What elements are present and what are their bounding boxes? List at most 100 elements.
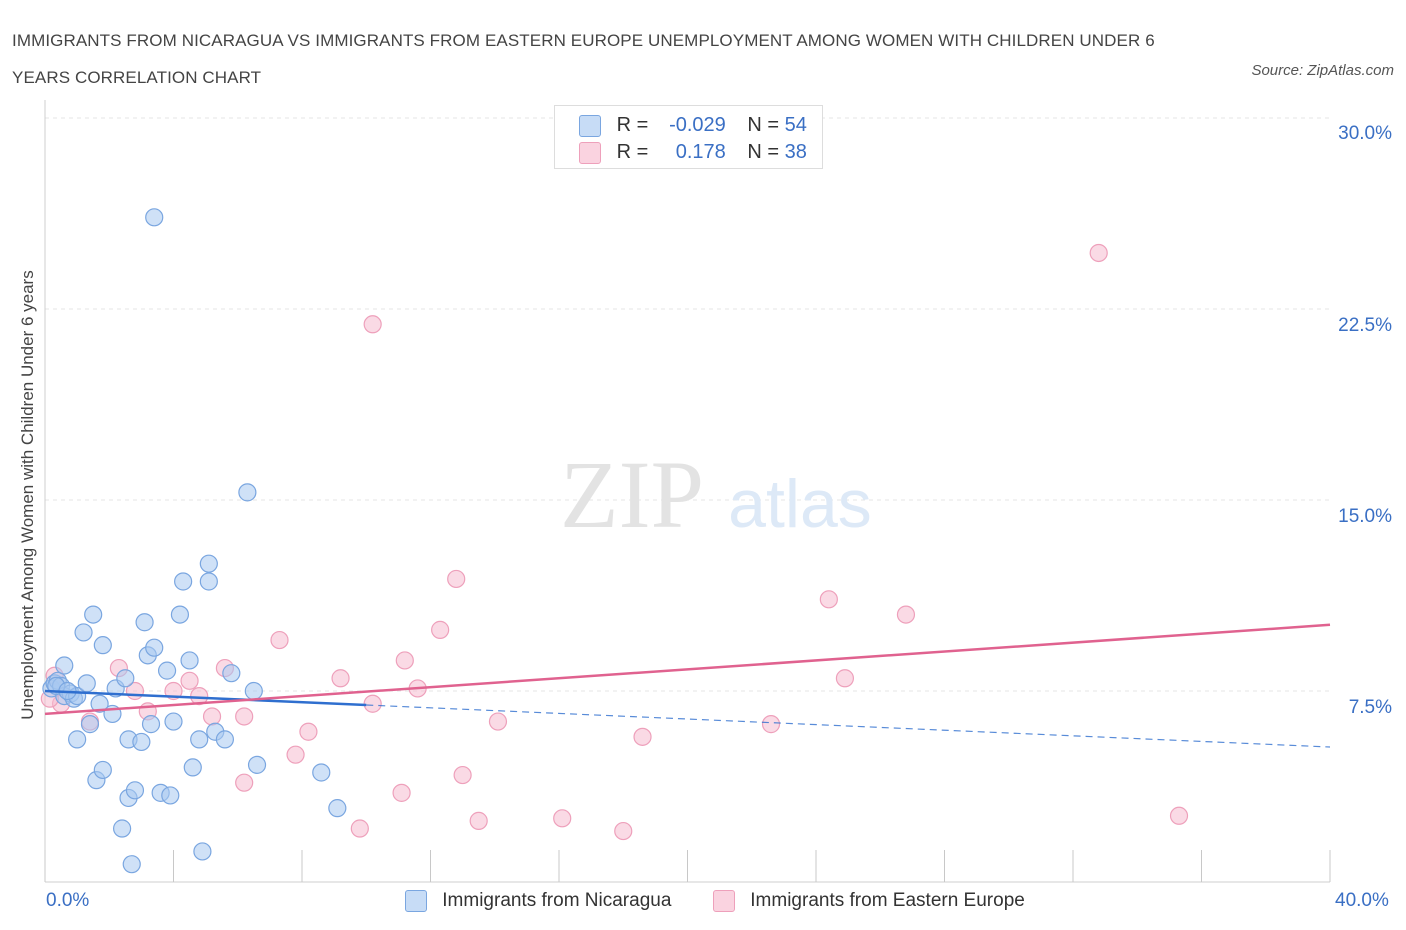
nicaragua-point bbox=[68, 730, 87, 749]
chart-title: IMMIGRANTS FROM NICARAGUA VS IMMIGRANTS … bbox=[12, 31, 1155, 87]
nicaragua-point bbox=[328, 799, 347, 818]
nicaragua-point bbox=[222, 664, 241, 683]
europe-point bbox=[350, 819, 369, 838]
legend-item-europe: Immigrants from Eastern Europe bbox=[713, 889, 1025, 913]
nicaragua-point bbox=[193, 842, 212, 861]
europe-point bbox=[488, 712, 508, 731]
nicaragua-point bbox=[132, 732, 151, 752]
y-tick-15: 15.0% bbox=[1338, 506, 1392, 527]
x-tick-max: 40.0% bbox=[1335, 890, 1389, 911]
europe-point bbox=[453, 765, 472, 785]
europe-point bbox=[392, 783, 411, 802]
r-label: R = bbox=[616, 114, 649, 136]
trend-lines bbox=[44, 623, 1331, 748]
europe-point bbox=[286, 745, 305, 764]
nicaragua-point bbox=[145, 208, 164, 227]
europe-point bbox=[235, 707, 254, 726]
legend-label-nicaragua: Immigrants from Nicaragua bbox=[442, 890, 672, 911]
nicaragua-point bbox=[199, 554, 218, 573]
nicaragua-point bbox=[141, 715, 161, 734]
n-label: N = bbox=[747, 141, 780, 163]
europe-point bbox=[819, 590, 838, 609]
nicaragua-point bbox=[90, 694, 109, 713]
nicaragua-point bbox=[55, 656, 74, 675]
nicaragua-point bbox=[93, 636, 112, 655]
europe-point bbox=[202, 707, 222, 726]
correlation-legend: R = -0.029 N = 54 R = 0.178 N = 38 bbox=[554, 105, 823, 169]
europe-point bbox=[299, 722, 318, 741]
europe-point bbox=[614, 821, 633, 841]
legend-row-europe: R = 0.178 N = 38 bbox=[579, 140, 807, 164]
europe-point bbox=[331, 669, 350, 688]
n-label: N = bbox=[747, 114, 780, 136]
nicaragua-point bbox=[183, 758, 202, 777]
europe-point bbox=[1089, 243, 1108, 263]
y-tick-7-5: 7.5% bbox=[1348, 697, 1392, 718]
nicaragua-point bbox=[74, 623, 93, 642]
europe-point bbox=[1169, 806, 1189, 825]
x-tick-min: 0.0% bbox=[46, 890, 90, 911]
europe-point bbox=[180, 671, 199, 690]
europe-point bbox=[395, 651, 414, 670]
nicaragua-point bbox=[116, 669, 135, 688]
nicaragua-point bbox=[112, 819, 132, 838]
legend-row-nicaragua: R = -0.029 N = 54 bbox=[579, 113, 807, 137]
nicaragua-point bbox=[93, 760, 112, 780]
y-tick-30: 30.0% bbox=[1338, 123, 1392, 144]
europe-point bbox=[431, 620, 450, 639]
nicaragua-point bbox=[135, 613, 154, 632]
grid-lines bbox=[45, 117, 1330, 692]
nicaragua-point bbox=[80, 715, 100, 734]
nicaragua-point bbox=[247, 755, 267, 774]
nicaragua-legend-swatch bbox=[405, 889, 427, 912]
nicaragua-point bbox=[145, 638, 164, 657]
europe-swatch bbox=[579, 141, 601, 164]
europe-point bbox=[190, 686, 209, 706]
n-value-nicaragua: 54 bbox=[784, 114, 807, 136]
legend-label-europe: Immigrants from Eastern Europe bbox=[750, 890, 1025, 911]
watermark-atlas: atlas bbox=[728, 466, 872, 542]
watermark-zip: ZIP bbox=[560, 441, 704, 548]
legend-item-nicaragua: Immigrants from Nicaragua bbox=[405, 889, 671, 913]
europe-point bbox=[363, 315, 382, 334]
y-tick-22-5: 22.5% bbox=[1338, 315, 1392, 336]
nicaragua-point bbox=[244, 681, 263, 701]
nicaragua-point bbox=[122, 855, 141, 874]
nicaragua-point bbox=[77, 674, 96, 693]
nicaragua-point bbox=[190, 730, 209, 749]
europe-point bbox=[553, 809, 572, 828]
europe-point bbox=[761, 715, 781, 734]
nicaragua-trend-extension bbox=[366, 704, 1331, 748]
n-value-europe: 38 bbox=[784, 141, 807, 163]
nicaragua-point bbox=[84, 605, 103, 624]
europe-point bbox=[835, 669, 855, 688]
nicaragua-point bbox=[161, 786, 180, 805]
nicaragua-point bbox=[215, 730, 234, 749]
nicaragua-point bbox=[238, 483, 257, 502]
nicaragua-point bbox=[125, 781, 145, 800]
axes bbox=[44, 100, 1331, 883]
r-value-nicaragua: -0.029 bbox=[669, 114, 726, 136]
europe-point bbox=[270, 630, 289, 650]
nicaragua-point bbox=[174, 572, 193, 591]
europe-point bbox=[896, 605, 916, 624]
nicaragua-point bbox=[170, 605, 190, 624]
nicaragua-swatch bbox=[579, 114, 601, 137]
europe-legend-swatch bbox=[713, 889, 735, 912]
chart-source: Source: ZipAtlas.com bbox=[1251, 62, 1394, 79]
nicaragua-point bbox=[199, 572, 218, 591]
nicaragua-point bbox=[157, 661, 177, 680]
europe-point bbox=[363, 694, 382, 713]
europe-trend-line bbox=[44, 623, 1331, 716]
watermark: ZIP atlas bbox=[560, 441, 872, 548]
nicaragua-point bbox=[164, 712, 183, 731]
nicaragua-point bbox=[312, 763, 331, 782]
europe-point bbox=[235, 773, 254, 792]
europe-point bbox=[469, 811, 488, 830]
europe-point bbox=[633, 727, 652, 746]
r-value-europe: 0.178 bbox=[675, 141, 726, 163]
nicaragua-trend-line bbox=[44, 689, 367, 707]
europe-point bbox=[447, 569, 466, 589]
r-label: R = bbox=[616, 141, 649, 163]
